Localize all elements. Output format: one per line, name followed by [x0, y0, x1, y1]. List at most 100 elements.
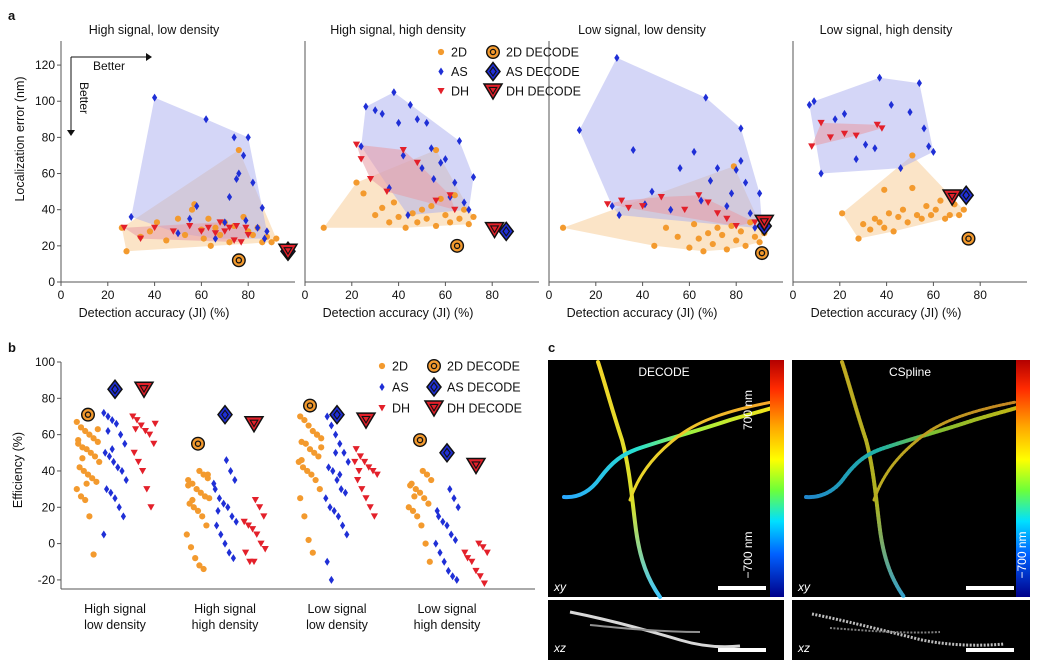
point-2d	[927, 212, 935, 219]
point-as	[614, 53, 620, 62]
point-as	[111, 457, 117, 466]
point-as	[396, 118, 402, 127]
point-as	[119, 466, 125, 475]
y-tick-label: 120	[35, 58, 55, 72]
point-as	[431, 174, 437, 183]
point-as	[194, 202, 200, 211]
point-dh	[361, 458, 369, 466]
point-as	[215, 506, 221, 515]
decode-dh	[465, 457, 487, 475]
point-as	[331, 506, 337, 515]
point-as	[757, 189, 763, 198]
point-as	[862, 140, 869, 149]
x-tick-label: 60	[683, 288, 697, 302]
point-2d	[871, 215, 879, 222]
point-as	[461, 198, 467, 207]
point-as	[112, 494, 118, 503]
point-dh	[244, 522, 252, 529]
better-y-label: Better	[77, 82, 91, 114]
point-dh	[358, 486, 366, 493]
point-dh	[370, 513, 378, 520]
point-as	[437, 548, 443, 557]
group-1: High signal low density	[73, 379, 159, 632]
point-dh	[695, 192, 703, 199]
point-as	[841, 109, 848, 118]
point-dh	[352, 446, 360, 453]
point-2d	[203, 522, 210, 529]
point-as	[405, 211, 411, 220]
point-as	[358, 142, 364, 151]
point-as	[229, 512, 235, 521]
point-2d	[353, 179, 360, 186]
point-2d	[189, 496, 196, 504]
panel-a-legend: 2D 2D DECODE AS AS DECODE DH DH DECODE	[437, 45, 581, 101]
x-tick-label: 0	[790, 288, 797, 302]
point-dh	[137, 422, 145, 429]
point-2d	[91, 453, 99, 460]
point-as	[187, 214, 193, 223]
point-as	[898, 164, 904, 173]
y-tick-label: -20	[38, 573, 56, 587]
point-2d	[465, 221, 472, 228]
b-legend-label-dh-decode: DH DECODE	[447, 402, 522, 416]
point-dh	[413, 159, 421, 167]
point-dh	[143, 486, 151, 493]
point-2d	[855, 235, 862, 242]
x-tick-label: 80	[730, 288, 744, 302]
point-as	[223, 456, 229, 465]
point-as	[345, 457, 351, 466]
point-2d	[860, 221, 867, 228]
point-dh	[120, 224, 128, 232]
point-2d	[82, 427, 89, 435]
point-2d	[437, 195, 444, 202]
point-2d	[422, 540, 429, 547]
a-legend-label-dh: DH	[451, 85, 469, 99]
point-2d	[94, 426, 101, 433]
point-dh	[483, 549, 491, 557]
point-as	[930, 147, 936, 156]
decode-2d	[961, 231, 976, 246]
point-2d	[913, 212, 921, 219]
decode-colorbar	[770, 360, 784, 597]
point-as	[323, 494, 329, 503]
decode-as	[107, 379, 123, 400]
point-2d	[304, 467, 311, 475]
x-tick-label: 40	[148, 288, 162, 302]
point-2d	[316, 486, 323, 493]
a-legend-label-2d-decode: 2D DECODE	[506, 46, 579, 60]
point-dh	[732, 222, 740, 230]
point-as	[128, 212, 134, 221]
x-tick-label: 20	[101, 288, 115, 302]
x-tick-label: 40	[880, 288, 894, 302]
y-tick-label: 20	[42, 500, 56, 514]
point-2d	[84, 471, 92, 478]
point-2d	[153, 219, 161, 226]
decode-2d	[450, 238, 465, 253]
y-tick-label: 100	[35, 355, 55, 369]
point-2d	[200, 235, 207, 242]
point-as	[250, 178, 256, 187]
point-as	[337, 470, 343, 479]
point-as	[326, 463, 332, 472]
hull-dh	[356, 144, 455, 210]
point-2d	[423, 215, 430, 222]
point-2d	[423, 471, 431, 478]
point-as	[372, 106, 378, 115]
point-dh	[132, 426, 140, 433]
point-2d	[411, 493, 418, 500]
cspline-title: CSpline	[889, 365, 931, 379]
y-tick-label: 80	[42, 130, 56, 144]
b-legend-marker-dh-decode	[423, 400, 445, 418]
decode-dh	[753, 214, 775, 232]
point-dh	[373, 471, 381, 478]
point-as	[337, 439, 343, 448]
point-2d	[77, 424, 85, 431]
point-2d	[428, 202, 435, 210]
point-as	[222, 539, 228, 548]
panel-a-ylabel: Localization error (nm)	[13, 76, 27, 201]
point-dh	[461, 549, 469, 557]
panel-a-chart: Localization error (nm) 0 20 40 60 80 0 20 40 60…	[13, 23, 1027, 320]
point-as	[447, 485, 453, 494]
panel-label-a: a	[8, 8, 16, 23]
